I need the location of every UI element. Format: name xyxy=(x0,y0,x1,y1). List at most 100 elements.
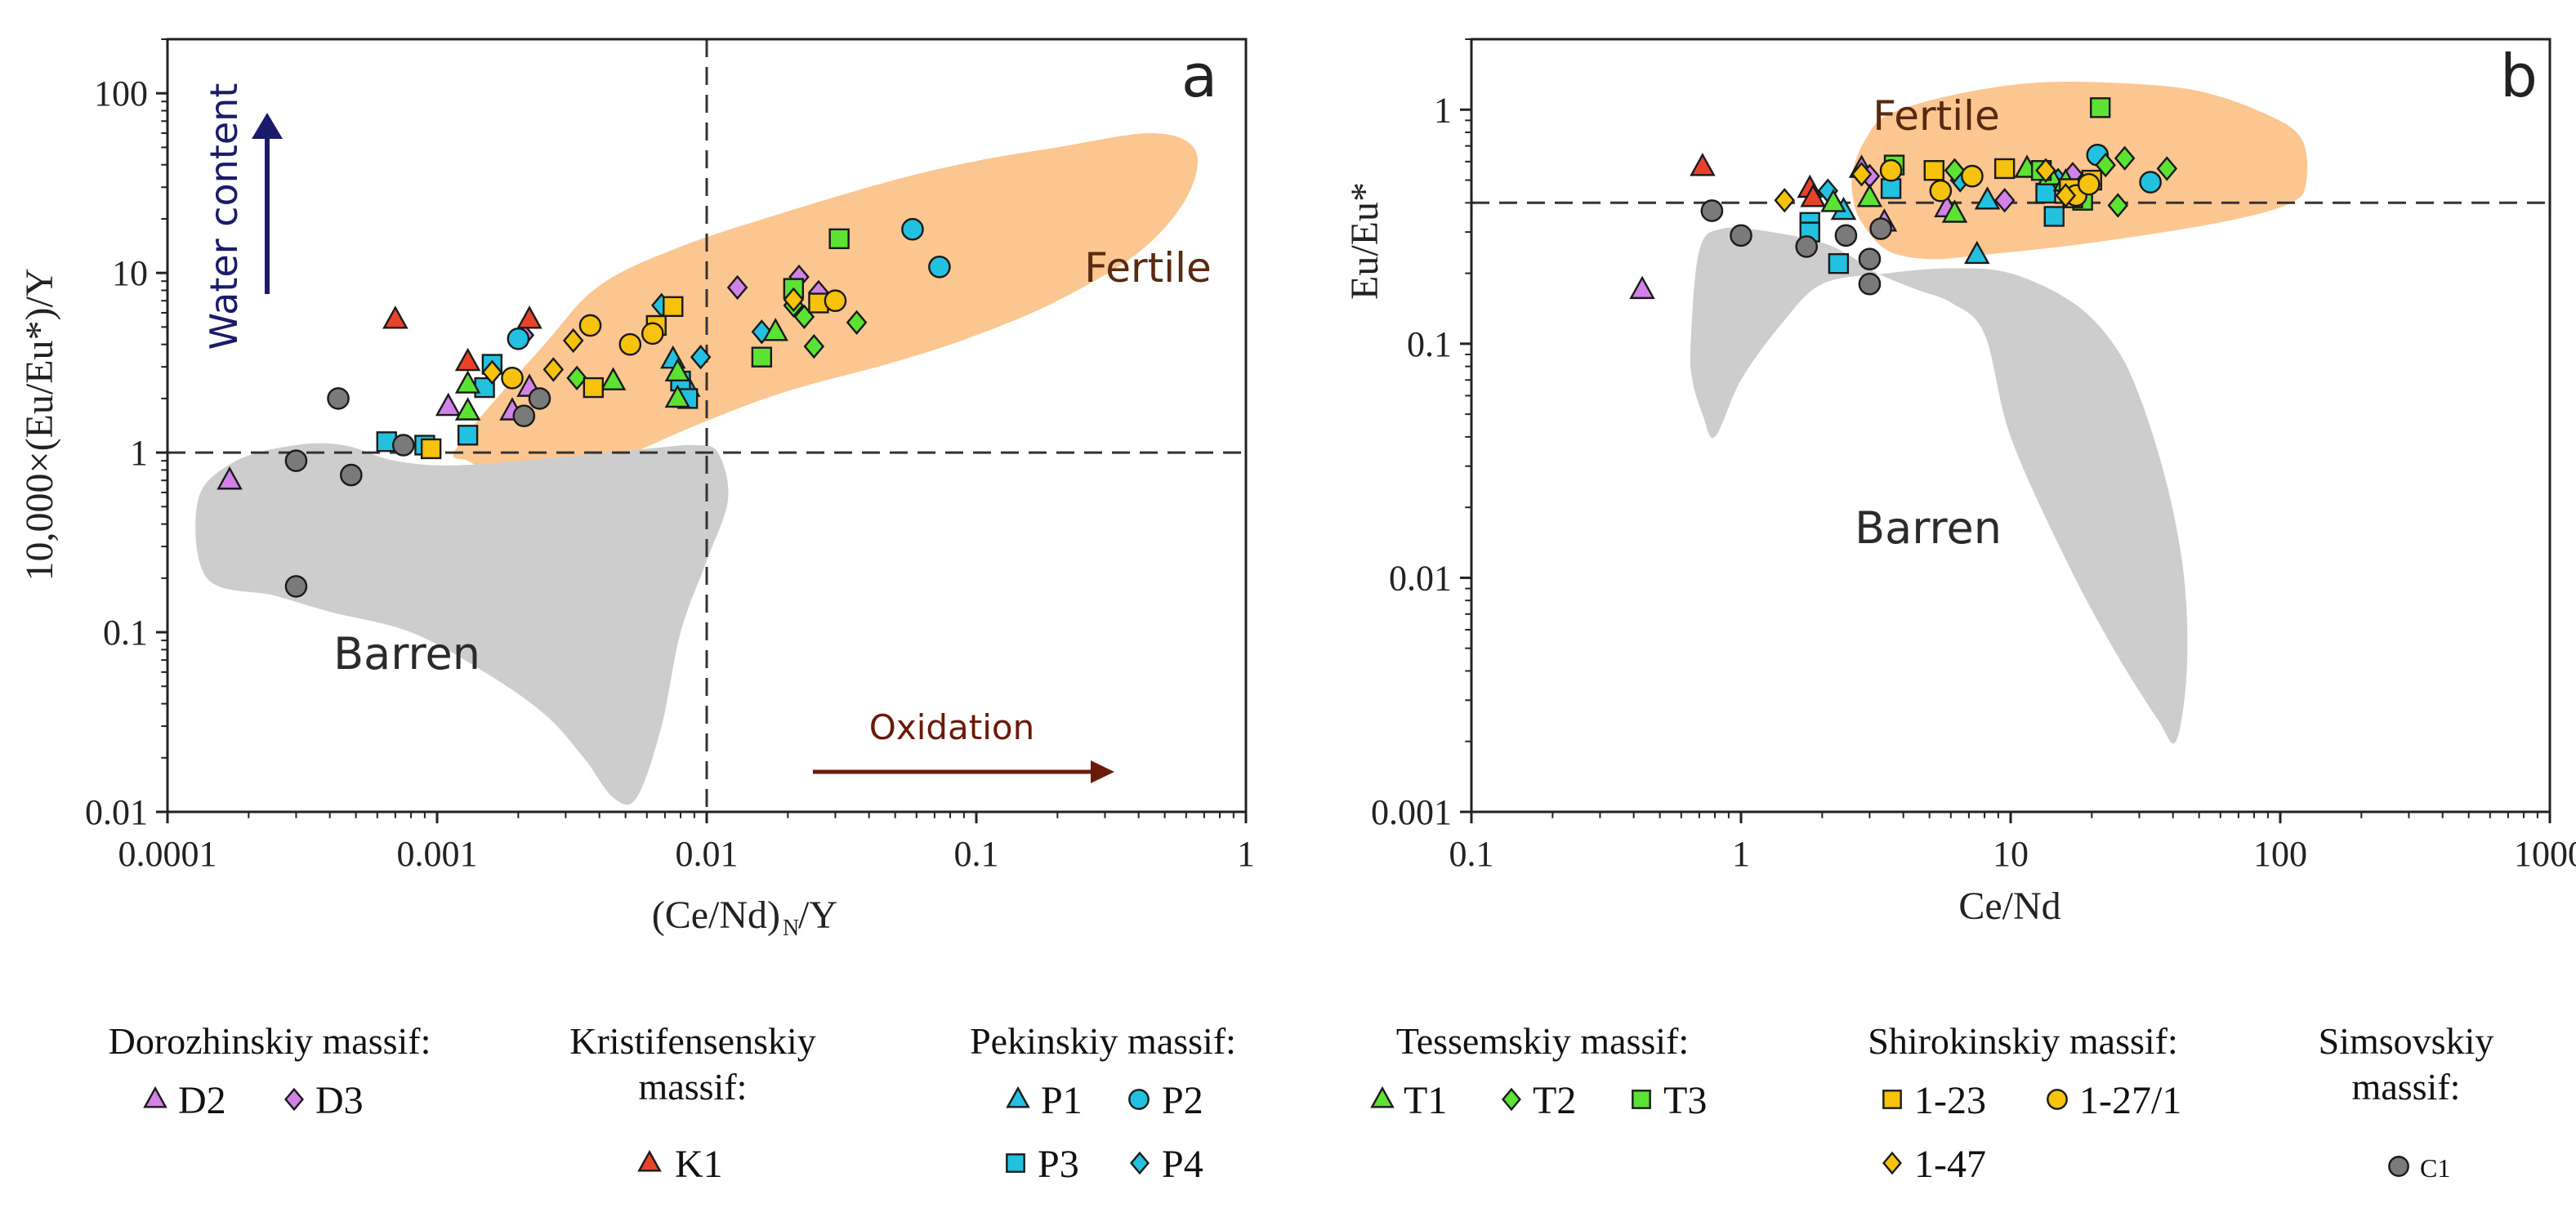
legend-title-pekinskiy: Pekinskiy massif: xyxy=(970,1020,1236,1062)
y-tick-label-a-3: 10 xyxy=(112,253,148,293)
point-a-T3-2 xyxy=(828,228,850,249)
point-b-P3-4 xyxy=(2035,182,2056,204)
y-tick-label-a-0: 0.01 xyxy=(85,792,148,832)
x-tick-label-a-4: 1 xyxy=(1237,834,1255,874)
oxidation-label: Oxidation xyxy=(869,707,1034,747)
legend-title-kristifensenskiy-1: Kristifensenskiy xyxy=(569,1020,816,1062)
y-tick-label-a-4: 100 xyxy=(94,74,148,114)
legend-label-D3: D3 xyxy=(315,1079,364,1122)
legend-title-simsovskiy-2: massif: xyxy=(2352,1066,2461,1108)
point-b-P2-1 xyxy=(2139,171,2162,194)
point-a-1-27-1-4 xyxy=(824,289,847,313)
y-axis-label-b: Eu/Eu* xyxy=(1343,182,1386,300)
point-a-1-23-0 xyxy=(420,438,442,460)
point-b-1-23-0 xyxy=(1923,159,1944,181)
point-a-1-47-2 xyxy=(562,328,584,354)
x-tick-label-a-0: 0.0001 xyxy=(118,834,217,874)
legend-item-1-47: 1-47 xyxy=(1882,1143,1986,1186)
point-b-D2-0 xyxy=(1629,275,1655,300)
point-b-1-27-1-2 xyxy=(1961,164,1984,188)
point-a-P2-1 xyxy=(901,217,924,241)
point-b-T2-4 xyxy=(2156,156,2178,181)
panel-a: 0.0001 0.001 0.01 0.1 1 0.01 0.1 1 10 100 a Ferti… xyxy=(18,38,1255,941)
point-b-T3-3 xyxy=(2090,97,2111,118)
legend-title-kristifensenskiy-2: massif: xyxy=(639,1066,748,1108)
point-a-C1-2 xyxy=(327,387,350,410)
point-b-1-47-3 xyxy=(2055,183,2077,208)
point-b-K1-2 xyxy=(1800,184,1826,207)
point-a-1-47-1 xyxy=(542,357,565,382)
barren-label-b: Barren xyxy=(1855,502,2002,554)
legend-marker-P2 xyxy=(1128,1089,1150,1110)
point-b-1-27-1-0 xyxy=(1879,158,1903,182)
y-tick-label-b-3: 1 xyxy=(1434,90,1452,130)
point-a-P4-1 xyxy=(690,345,712,370)
x-tick-label-b-1: 1 xyxy=(1732,834,1750,874)
point-a-C1-6 xyxy=(528,387,551,410)
point-a-T2-0 xyxy=(566,365,587,390)
point-a-T1-2 xyxy=(600,367,627,390)
legend-label-C1: C1 xyxy=(2420,1153,2450,1183)
point-b-1-27-1-4 xyxy=(2077,172,2101,196)
point-b-C1-5 xyxy=(1858,272,1882,296)
water-content-label: Water content xyxy=(202,83,246,350)
ticks-a: 0.0001 0.001 0.01 0.1 1 0.01 0.1 1 10 100 xyxy=(85,38,1255,874)
point-a-C1-1 xyxy=(284,575,308,598)
y-axis-label-a: 10,000×(Eu/Eu*)/Y xyxy=(18,268,61,581)
point-a-T2-3 xyxy=(803,333,825,359)
point-a-D3-1 xyxy=(726,274,748,301)
point-b-1-23-1 xyxy=(1993,158,2016,180)
legend-marker-D3 xyxy=(284,1087,304,1112)
legend-marker-1-23 xyxy=(1882,1090,1902,1109)
point-a-T2-4 xyxy=(846,310,868,335)
point-a-P2-0 xyxy=(507,327,530,350)
legend-label-P4: P4 xyxy=(1162,1143,1203,1186)
y-tick-label-a-2: 1 xyxy=(130,433,148,473)
point-a-1-23-3 xyxy=(663,296,684,317)
point-b-D3-1 xyxy=(1993,188,2016,213)
legend-label-T2: T2 xyxy=(1533,1079,1576,1122)
x-tick-label-b-2: 10 xyxy=(1993,834,2029,874)
point-a-K1-0 xyxy=(382,305,408,329)
legend-title-simsovskiy-1: Simsovskiy xyxy=(2319,1020,2494,1062)
legend-title-shirokinskiy: Shirokinskiy massif: xyxy=(1868,1020,2178,1062)
legend-label-K1: K1 xyxy=(675,1143,723,1186)
y-tick-label-b-0: 0.001 xyxy=(1371,792,1452,832)
point-b-T2-0 xyxy=(1944,158,1966,183)
legend-label-D2: D2 xyxy=(178,1079,226,1122)
legend-label-T1: T1 xyxy=(1404,1079,1447,1122)
point-b-C1-1 xyxy=(1730,224,1752,247)
legend-item-P4: P4 xyxy=(1130,1143,1203,1186)
point-a-D2-0 xyxy=(217,466,243,490)
legend-marker-P4 xyxy=(1130,1151,1150,1175)
point-a-1-47-3 xyxy=(783,287,805,313)
barren-region-a xyxy=(195,443,729,805)
point-a-K1-1 xyxy=(454,347,481,372)
legend-item-T3: T3 xyxy=(1632,1079,1707,1122)
point-b-1-47-2 xyxy=(2035,158,2056,183)
point-b-C1-0 xyxy=(1700,199,1724,222)
point-a-P2-2 xyxy=(928,256,951,279)
legend-label-1-23: 1-23 xyxy=(1914,1079,1986,1122)
point-b-P1-2 xyxy=(1974,186,2001,210)
point-b-C1-2 xyxy=(1795,235,1819,258)
point-a-1-47-0 xyxy=(481,359,503,385)
x-tick-label-b-0: 0.1 xyxy=(1449,834,1494,874)
y-tick-label-b-2: 0.1 xyxy=(1407,324,1452,364)
x-tick-label-a-2: 0.01 xyxy=(676,834,739,874)
legend-marker-T2 xyxy=(1502,1087,1521,1112)
point-a-P4-2 xyxy=(751,319,773,345)
point-b-P1-1 xyxy=(1964,240,1990,265)
point-a-1-27-1-3 xyxy=(641,322,664,345)
legend-item-P3: P3 xyxy=(1006,1143,1079,1186)
legend-label-P2: P2 xyxy=(1162,1079,1203,1122)
legend-item-1-23: 1-23 xyxy=(1882,1079,1986,1122)
legend-label-P3: P3 xyxy=(1038,1143,1079,1186)
point-a-T1-1 xyxy=(454,370,481,394)
point-a-C1-5 xyxy=(512,404,536,428)
legend-item-C1: C1 xyxy=(2388,1153,2450,1183)
point-b-P3-2 xyxy=(1828,253,1850,274)
